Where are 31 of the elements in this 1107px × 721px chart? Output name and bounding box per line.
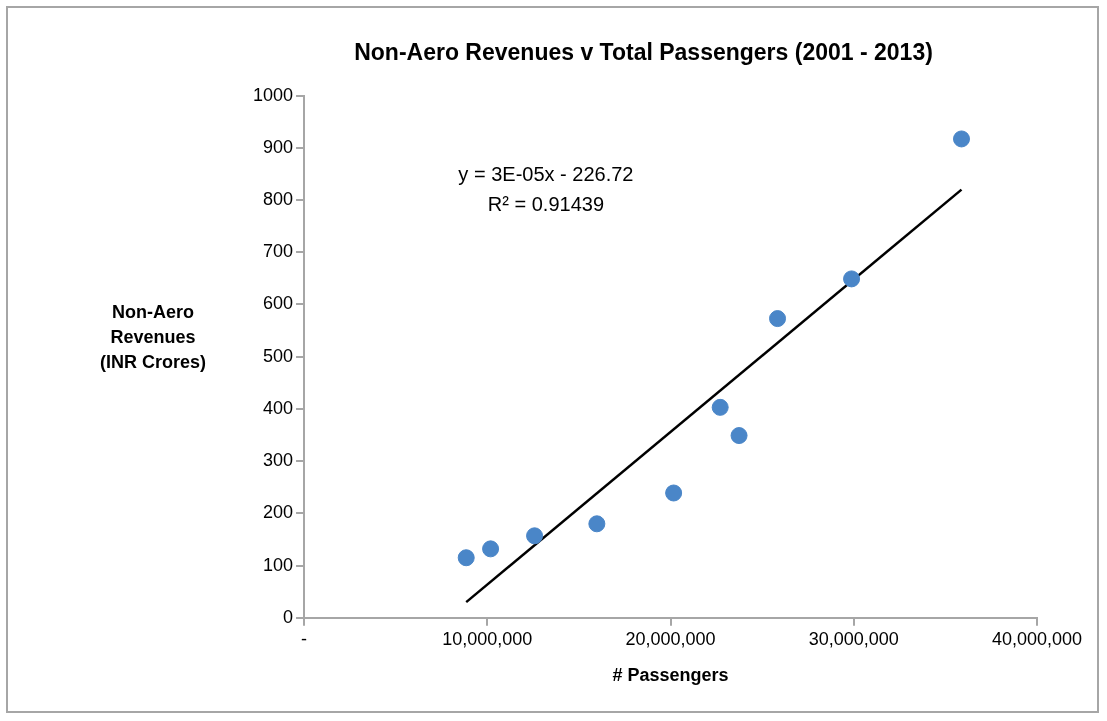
y-tick-label: 800: [263, 189, 294, 210]
point: [711, 398, 729, 416]
annotation: y = 3E-05x - 226.72: [458, 163, 634, 186]
x-axis-title: # Passengers: [612, 665, 729, 686]
x-tick-label: -: [301, 628, 308, 649]
point: [730, 427, 748, 445]
point: [526, 527, 544, 545]
point: [457, 549, 475, 567]
y-tick-label: 1000: [253, 84, 294, 105]
point: [953, 130, 971, 148]
point: [843, 270, 861, 288]
annotation: R² = 0.91439: [487, 193, 605, 216]
y-tick-label: 700: [263, 241, 294, 262]
x-tick-label: 30,000,000: [808, 628, 899, 649]
x-tick-label: 10,000,000: [442, 628, 533, 649]
y-tick-label: 300: [263, 450, 294, 471]
y-tick-label: 200: [263, 502, 294, 523]
y-tick-label: 0: [283, 606, 294, 627]
point: [665, 484, 683, 502]
point: [769, 310, 787, 328]
x-tick-label: 40,000,000: [991, 628, 1083, 649]
y-axis-title: Non-Aero Revenues (INR Crores): [99, 301, 207, 374]
chart-title: Non-Aero Revenues v Total Passengers (2001 - 2013): [354, 39, 933, 66]
y-tick-label: 400: [263, 397, 294, 418]
x-tick-label: 20,000,000: [625, 628, 716, 649]
point: [482, 540, 500, 558]
y-tick-label: 900: [263, 136, 294, 157]
y-tick-label: 100: [263, 554, 294, 575]
point: [588, 515, 606, 533]
y-tick-label: 600: [263, 293, 294, 314]
y-tick-label: 500: [263, 345, 294, 366]
